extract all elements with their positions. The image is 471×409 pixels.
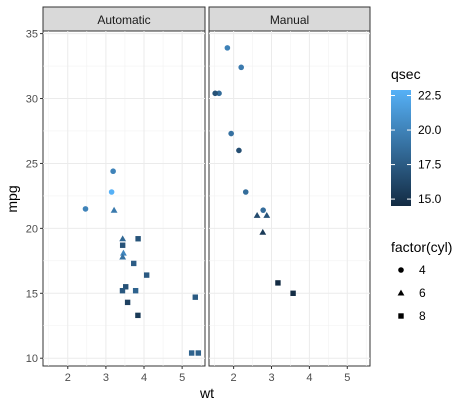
shape-legend: factor(cyl) 4 6 8 [391,239,452,323]
points [212,45,296,296]
x-tick-label: 3 [103,372,109,384]
color-legend: qsec 15.0 17.5 20.0 22.5 [391,66,442,206]
y-tick-label: 25 [26,158,38,170]
data-point [224,45,231,51]
data-point [120,249,127,256]
y-axis: 10 15 20 25 30 35 [26,29,43,365]
facet-panel-automatic: Automatic [42,6,206,367]
y-tick-label: 20 [26,223,38,235]
data-point [228,130,234,137]
data-point [82,206,89,212]
data-point [242,189,249,195]
x-tick-label: 2 [231,372,237,384]
x-axis: 2 3 4 5 2 3 4 5 [65,366,350,384]
data-point [260,207,266,213]
y-tick-label: 15 [26,288,38,300]
shape-legend-label: 6 [419,286,426,300]
data-point [188,350,195,356]
data-point [290,290,296,296]
data-point [108,189,115,195]
data-point [135,236,141,242]
data-point [119,235,127,242]
points [82,168,201,356]
shape-legend-entries: 4 6 8 [397,263,426,323]
data-point [123,284,129,290]
data-point [110,168,116,175]
strip-label-automatic: Automatic [97,13,150,27]
color-bar [391,90,411,206]
color-legend-title: qsec [391,66,421,82]
y-axis-title: mpg [4,185,20,212]
y-tick-label: 10 [26,353,38,365]
legend-key-square [398,313,404,319]
facet-panel-manual: Manual [208,6,371,367]
y-tick-label: 30 [26,94,38,106]
data-point [119,287,126,294]
legend-key-triangle [397,289,405,296]
data-point [135,312,141,319]
grid-lines [209,31,370,366]
x-tick-label: 3 [268,372,274,384]
data-point [143,272,150,278]
data-point [195,350,201,356]
data-point [259,228,267,235]
data-point [253,211,261,218]
color-tick-label: 20.0 [418,123,442,137]
x-tick-label: 5 [344,372,350,384]
data-point [275,280,281,286]
grid-lines [43,31,205,366]
x-tick-label: 5 [179,372,185,384]
x-tick-label: 4 [306,372,312,384]
y-tick-label: 35 [26,29,38,41]
x-tick-label: 2 [65,372,71,384]
color-tick-label: 22.5 [418,89,442,103]
data-point [131,260,137,267]
panel-background [208,30,371,367]
shape-legend-label: 4 [419,263,426,277]
data-point [110,206,118,213]
x-tick-label: 4 [141,372,147,384]
color-legend-ticks: 15.0 17.5 20.0 22.5 [391,89,442,206]
data-point [238,64,244,71]
data-point [216,90,222,97]
data-point [124,299,131,306]
data-point [212,90,218,97]
panel-background [42,30,206,367]
x-axis-title: wt [199,385,214,401]
color-tick-label: 17.5 [418,158,442,172]
data-point [132,287,139,294]
strip-label-manual: Manual [270,13,309,27]
data-point [192,294,198,300]
strip-background [42,6,206,32]
legend-key-circle [398,267,404,273]
data-point [119,253,127,260]
shape-legend-label: 8 [419,309,426,323]
data-point [236,147,242,154]
shape-legend-title: factor(cyl) [391,239,452,255]
data-point [119,242,126,248]
color-tick-label: 15.0 [418,192,442,206]
data-point [263,211,271,218]
